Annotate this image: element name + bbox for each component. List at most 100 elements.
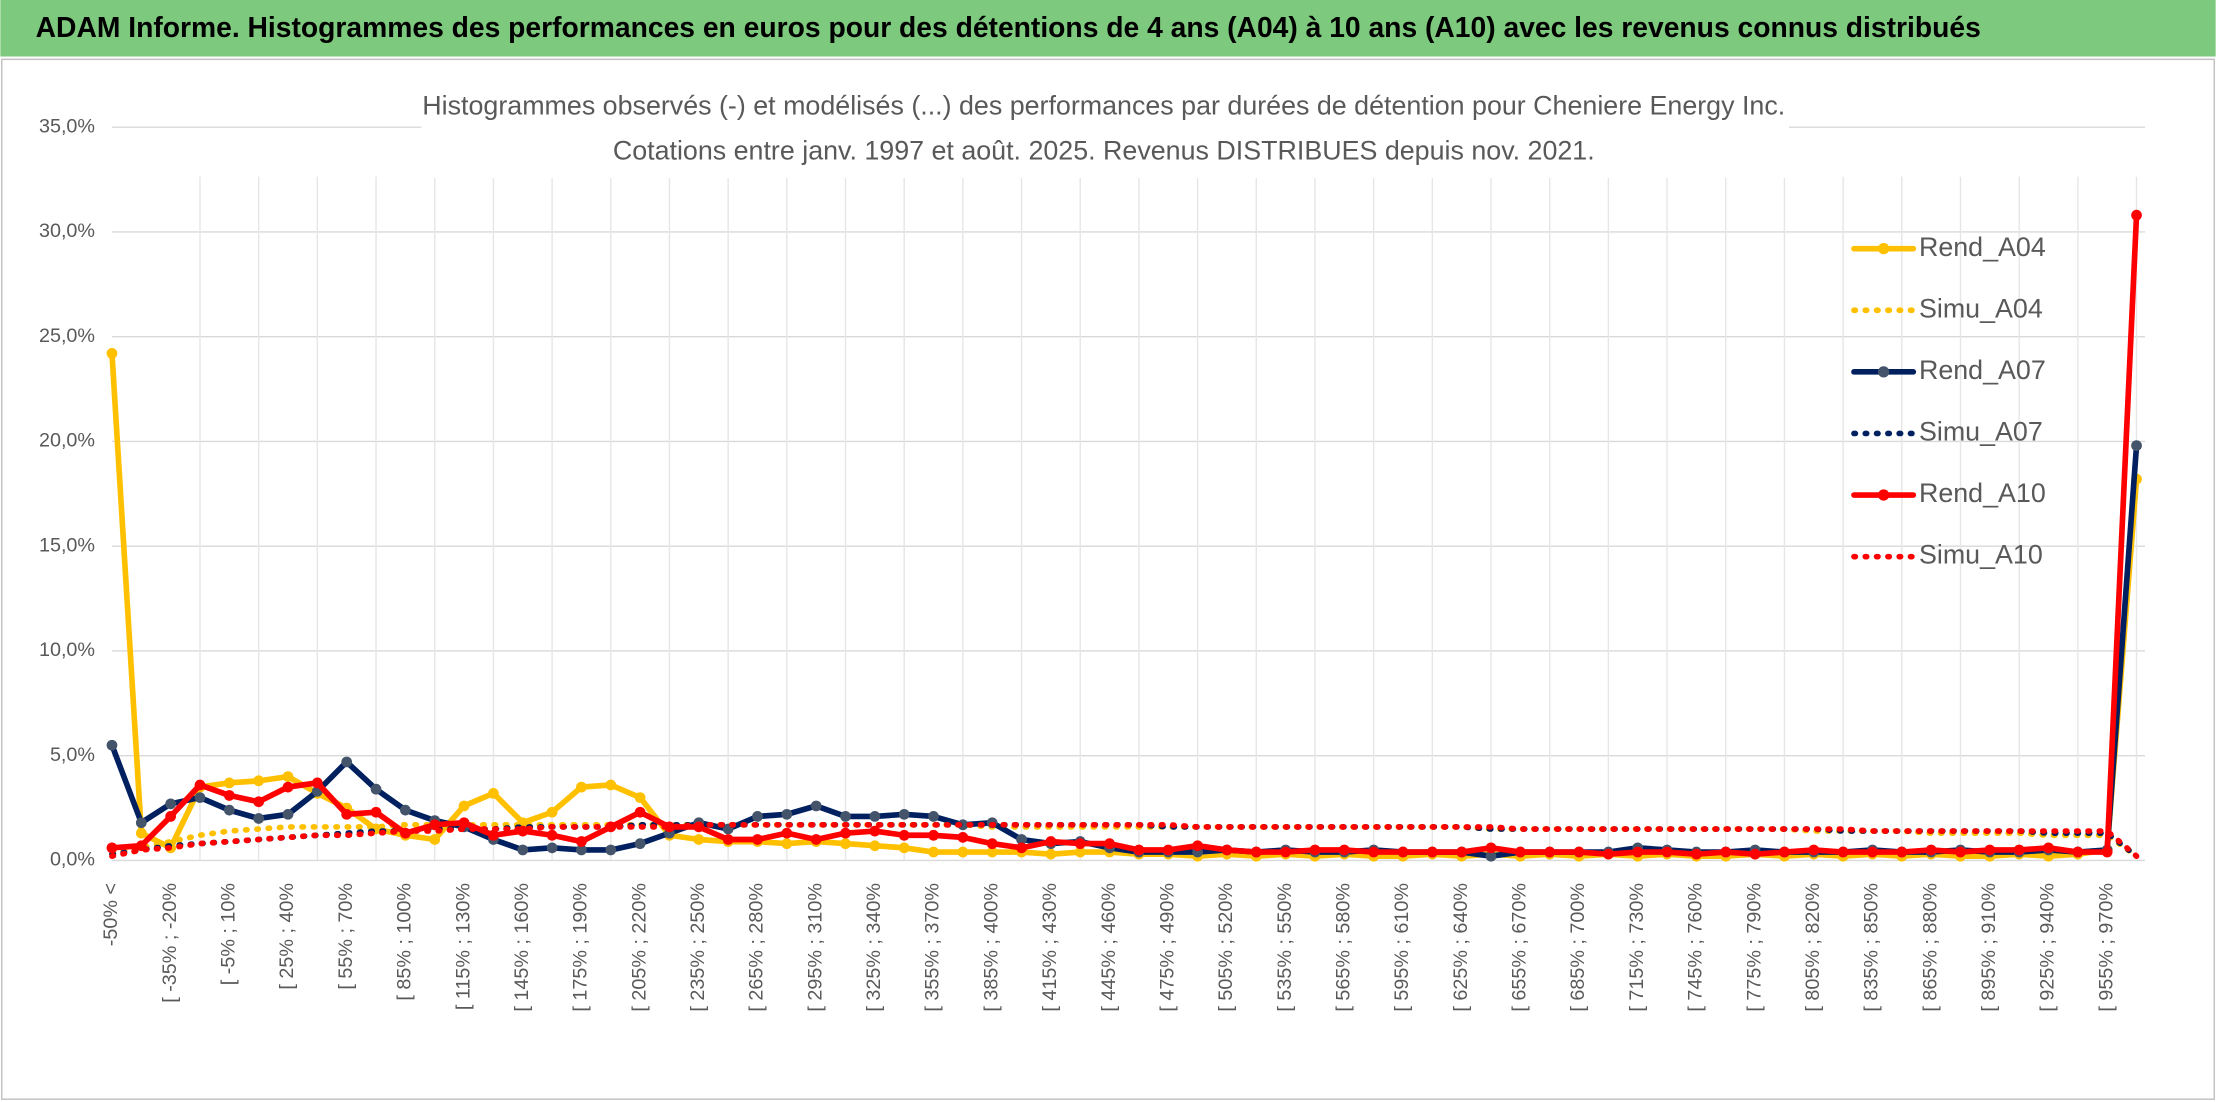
data-point: [370, 783, 382, 795]
data-point: [634, 806, 646, 818]
data-point: [1573, 846, 1585, 858]
data-point: [840, 811, 851, 822]
x-tick-label: [ 775% ; 790%: [1743, 883, 1765, 1012]
data-point: [1250, 846, 1262, 858]
data-point: [253, 775, 265, 787]
x-tick-label: [ 475% ; 490%: [1156, 883, 1178, 1012]
x-tick-label: [ 325% ; 340%: [863, 883, 885, 1012]
data-point: [1045, 836, 1057, 847]
data-point: [282, 771, 294, 782]
data-point: [810, 800, 822, 812]
data-point: [1133, 844, 1145, 856]
x-tick-label: [ 745% ; 760%: [1685, 883, 1707, 1012]
data-point: [1397, 846, 1409, 858]
data-point: [605, 844, 617, 856]
data-point: [2131, 440, 2142, 451]
x-tick-label: [ 115% ; 130%: [452, 883, 474, 1010]
legend-marker: [1877, 489, 1890, 501]
data-point: [1221, 844, 1233, 856]
legend: Rend_A04 Simu_A04 Rend_A07 Simu_A07 Rend_A10…: [1851, 232, 2046, 570]
data-point: [1016, 842, 1027, 854]
data-point: [1955, 846, 1966, 858]
x-tick-label: [ 595% ; 610%: [1391, 883, 1413, 1012]
data-point: [135, 817, 147, 829]
data-point: [576, 844, 587, 856]
x-tick-label: [ 175% ; 190%: [570, 883, 592, 1012]
chart-frame: [1, 58, 2215, 1100]
x-tick-label: [ 295% ; 310%: [804, 883, 826, 1012]
data-point: [957, 846, 969, 858]
data-point: [752, 834, 763, 845]
data-point: [1984, 844, 1996, 856]
data-point: [1837, 846, 1849, 858]
x-tick-label: [ 535% ; 550%: [1274, 883, 1296, 1012]
data-point: [165, 798, 177, 810]
y-tick-label: 0,0%: [50, 849, 95, 871]
data-point: [1016, 834, 1027, 845]
data-point: [282, 781, 294, 793]
x-tick-label: [ 835% ; 850%: [1861, 883, 1883, 1012]
data-point: [253, 813, 265, 824]
x-tick-label: [ 265% ; 280%: [746, 883, 768, 1012]
x-tick-label: [ 505% ; 520%: [1215, 883, 1237, 1012]
x-tick-label: [ 565% ; 580%: [1333, 883, 1355, 1012]
y-tick-label: 30,0%: [39, 220, 95, 242]
x-tick-label: [ 865% ; 880%: [1919, 883, 1941, 1012]
x-tick-label: [ 445% ; 460%: [1098, 883, 1120, 1012]
data-point: [840, 827, 851, 839]
data-point: [986, 846, 998, 858]
chart-title: Histogrammes observés (-) et modélisés (…: [422, 90, 1785, 120]
data-point: [898, 842, 910, 854]
x-tick-label: [ -35% ; -20%: [159, 883, 181, 1003]
legend-label: Rend_A04: [1919, 232, 2046, 262]
data-point: [400, 804, 411, 816]
data-point: [341, 756, 353, 768]
data-point: [1544, 846, 1556, 858]
x-tick-label: [ 955% ; 970%: [2095, 883, 2117, 1012]
data-point: [1514, 846, 1526, 858]
data-point: [106, 739, 118, 751]
data-point: [1280, 846, 1291, 858]
header-bar: [0, 0, 2216, 57]
data-point: [517, 844, 529, 856]
legend-marker: [1877, 366, 1890, 378]
data-point: [223, 790, 235, 801]
y-tick-label: 10,0%: [39, 639, 95, 661]
header-title: ADAM Informe. Histogrammes des performan…: [36, 11, 1981, 43]
data-point: [869, 825, 881, 837]
data-point: [1074, 838, 1086, 850]
y-tick-label: 20,0%: [39, 430, 95, 452]
data-point: [869, 811, 881, 822]
data-point: [1749, 848, 1761, 860]
x-tick-label: [ 145% ; 160%: [511, 883, 533, 1012]
x-tick-label: [ 385% ; 400%: [980, 883, 1002, 1012]
data-point: [458, 817, 470, 829]
data-point: [282, 808, 294, 820]
legend-label: Simu_A10: [1919, 540, 2043, 570]
x-tick-label: [ 355% ; 370%: [922, 883, 944, 1012]
x-tick-label: [ -5% ; 10%: [218, 883, 240, 985]
data-point: [1162, 844, 1174, 856]
legend-label: Rend_A07: [1919, 355, 2046, 385]
data-point: [1603, 848, 1614, 860]
x-tick-label: [ 925% ; 940%: [2037, 883, 2059, 1012]
data-point: [576, 836, 587, 847]
data-point: [194, 779, 206, 791]
legend-label: Simu_A04: [1919, 293, 2043, 323]
data-point: [1485, 842, 1497, 854]
data-point: [1045, 848, 1057, 860]
data-point: [458, 800, 470, 812]
data-point: [1632, 846, 1644, 858]
data-point: [898, 829, 910, 841]
data-point: [928, 829, 939, 841]
title-background: [421, 84, 1789, 179]
data-point: [1691, 848, 1702, 860]
data-point: [1925, 844, 1937, 856]
data-point: [106, 842, 118, 854]
data-point: [693, 834, 705, 845]
data-point: [106, 348, 118, 359]
legend-label: Rend_A10: [1919, 478, 2046, 508]
data-point: [2101, 846, 2113, 858]
data-point: [1661, 846, 1673, 858]
